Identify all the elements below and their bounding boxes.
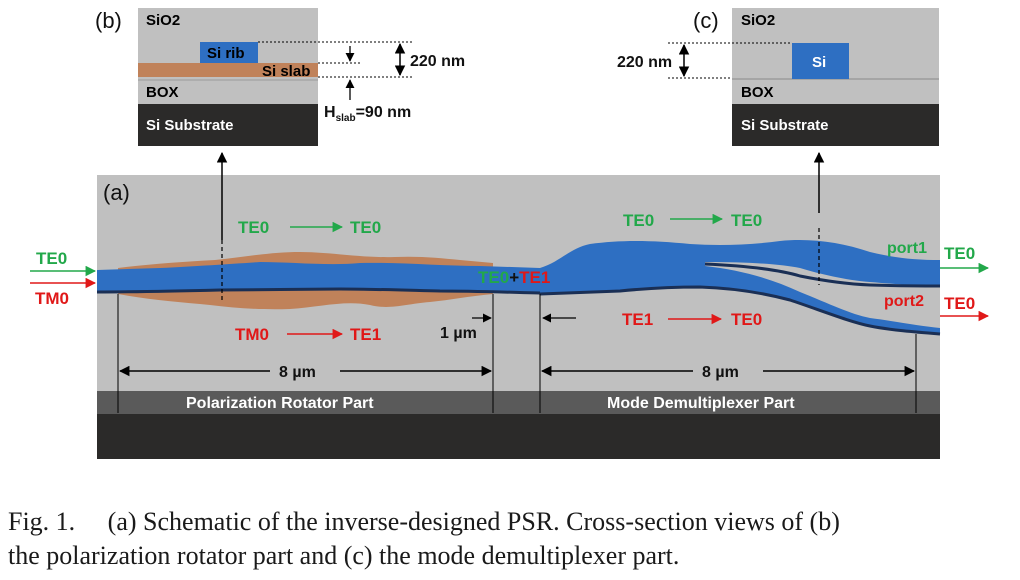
panel-b-box-label: BOX	[146, 84, 179, 101]
part-left-label: Polarization Rotator Part	[186, 395, 374, 412]
port1-mode-label: TE0	[944, 244, 975, 263]
port2-mode-label: TE0	[944, 294, 975, 313]
length-right-label: 8 µm	[702, 364, 739, 381]
figure-caption: Fig. 1. (a) Schematic of the inverse-des…	[8, 505, 1013, 573]
demux-te-from: TE0	[623, 211, 654, 230]
rot-te-from: TE0	[238, 218, 269, 237]
panel-a-substrate	[97, 414, 940, 459]
panel-a-tag: (a)	[103, 180, 130, 205]
panel-b-si-slab	[138, 63, 318, 77]
panel-b-slab-label: Si slab	[262, 63, 310, 80]
panel-c-box-label: BOX	[741, 84, 774, 101]
panel-b-sio2-label: SiO2	[146, 12, 180, 29]
panel-c-si-core	[792, 43, 849, 79]
caption-line-2: the polarization rotator part and (c) th…	[8, 541, 680, 570]
panel-b-substrate	[138, 104, 318, 146]
demux-te1-to: TE0	[731, 310, 762, 329]
mid-mode-label: TE0+TE1	[478, 268, 550, 287]
demux-body	[540, 240, 940, 334]
psr-figure: (b) SiO2 Si rib Si slab BOX Si Substrate…	[30, 8, 990, 459]
panel-b-hslab-label: Hslab=90 nm	[324, 104, 411, 124]
panel-b-height-label: 220 nm	[410, 53, 465, 70]
panel-b-substrate-label: Si Substrate	[146, 117, 234, 134]
panel-c-substrate-label: Si Substrate	[741, 117, 829, 134]
panel-b-rib-label: Si rib	[207, 45, 245, 62]
port2-label: port2	[884, 293, 924, 310]
panel-c-si-label: Si	[812, 54, 826, 71]
panel-a-band	[97, 391, 940, 414]
panel-b-tag: (b)	[95, 8, 122, 33]
panel-c: (c) SiO2 Si BOX Si Substrate 220 nm	[617, 8, 939, 146]
input-tm-label: TM0	[35, 289, 69, 308]
demux-te-to: TE0	[731, 211, 762, 230]
rot-tm-from: TM0	[235, 325, 269, 344]
port1-label: port1	[887, 240, 927, 257]
panel-c-height-label: 220 nm	[617, 54, 672, 71]
gap-label: 1 µm	[440, 325, 477, 342]
panel-b: (b) SiO2 Si rib Si slab BOX Si Substrate…	[95, 8, 465, 146]
panel-b-si-rib	[200, 42, 258, 63]
rot-te-to: TE0	[350, 218, 381, 237]
panel-c-substrate	[732, 104, 939, 146]
panel-c-box	[732, 79, 939, 104]
panel-a: (a) 8 µm 8 µm 1 µm Po	[96, 151, 941, 459]
panel-c-tag: (c)	[693, 8, 719, 33]
length-left-label: 8 µm	[279, 364, 316, 381]
input-te-label: TE0	[36, 249, 67, 268]
panel-b-box	[138, 80, 318, 104]
part-right-label: Mode Demultiplexer Part	[607, 395, 795, 412]
panel-c-sio2-label: SiO2	[741, 12, 775, 29]
demux-te1-from: TE1	[622, 310, 653, 329]
rot-tm-to: TE1	[350, 325, 381, 344]
rotator-rib	[97, 262, 540, 293]
caption-line-1: Fig. 1. (a) Schematic of the inverse-des…	[8, 507, 840, 536]
